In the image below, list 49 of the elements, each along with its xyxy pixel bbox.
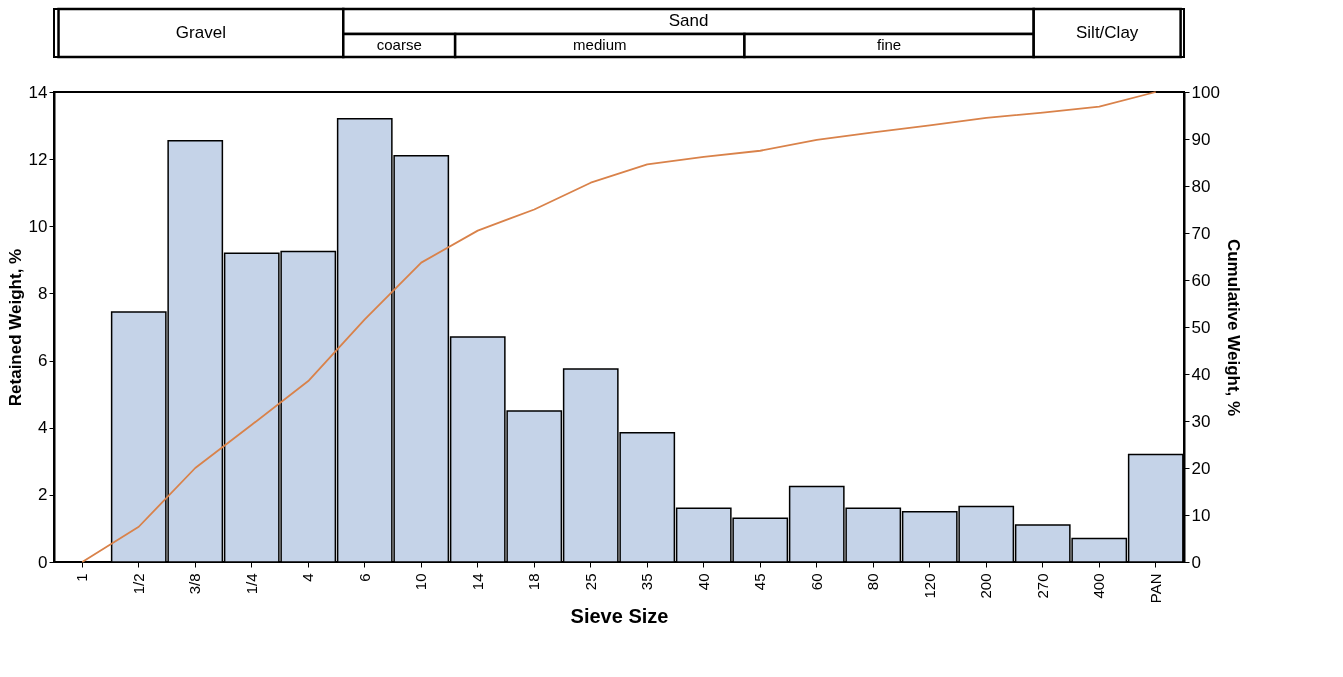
y-tick-label: 0 [38, 552, 48, 572]
y2-tick-label: 70 [1191, 223, 1211, 243]
y2-tick-label: 40 [1191, 364, 1211, 384]
y2-tick-label: 80 [1191, 176, 1211, 196]
text: Sand [668, 11, 709, 31]
y-tick-label: 4 [38, 418, 48, 438]
x-tick-label: 80 [864, 573, 882, 591]
x-tick-label: 25 [581, 573, 599, 591]
y-tick-label: 12 [28, 149, 48, 169]
x-tick-label: 1 [73, 573, 91, 582]
x-tick-label: 1/2 [129, 573, 147, 595]
y-tick-label: 2 [38, 485, 48, 505]
text: medium [573, 36, 627, 54]
y2-tick-label: 100 [1191, 82, 1220, 102]
y2-tick-label: 90 [1191, 129, 1211, 149]
x-tick-label: 1/4 [242, 573, 260, 595]
x-tick-label: PAN [1146, 573, 1164, 604]
y-axis-title: Retained Weight, % [5, 248, 25, 407]
text: coarse [376, 36, 422, 54]
text: fine [876, 36, 902, 54]
x-tick-label: 35 [638, 573, 656, 591]
y-tick-label: 14 [28, 82, 48, 102]
x-tick-label: 4 [299, 573, 317, 582]
x-tick-label: 40 [694, 573, 712, 591]
y2-axis-title: Cumulative Weight, % [1223, 238, 1243, 417]
x-tick-label: 200 [977, 573, 995, 599]
y2-tick-label: 50 [1191, 317, 1211, 337]
y2-tick-label: 10 [1191, 505, 1211, 525]
y-tick-label: 10 [28, 216, 48, 236]
x-axis-title: Sieve Size [570, 605, 669, 628]
y2-tick-label: 30 [1191, 411, 1211, 431]
x-tick-label: 18 [525, 573, 543, 591]
y-tick-label: 6 [38, 351, 48, 371]
text: Silt/Clay [1075, 23, 1139, 42]
x-tick-label: 60 [807, 573, 825, 591]
y-tick-label: 8 [38, 283, 48, 303]
y2-tick-label: 0 [1191, 552, 1201, 572]
x-tick-label: 270 [1033, 573, 1051, 599]
x-tick-label: 3/8 [186, 573, 204, 595]
x-tick-label: 6 [355, 573, 373, 582]
x-tick-label: 120 [920, 573, 938, 599]
line-series [81, 91, 1157, 563]
x-tick-label: 14 [468, 573, 486, 591]
x-tick-label: 10 [412, 573, 430, 591]
y2-tick-label: 20 [1191, 458, 1211, 478]
x-tick-label: 400 [1090, 573, 1108, 599]
x-tick-label: 45 [751, 573, 769, 591]
text: Gravel [175, 23, 226, 42]
y2-tick-label: 60 [1191, 270, 1211, 290]
